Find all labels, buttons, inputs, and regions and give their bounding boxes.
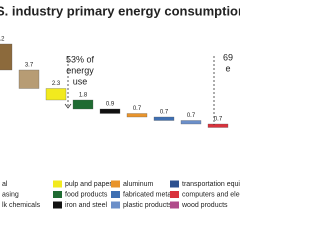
legend-label: aluminum bbox=[123, 181, 154, 188]
bar bbox=[153, 116, 175, 121]
legend-swatch bbox=[111, 180, 120, 188]
chart-title: S. industry primary energy consumption b… bbox=[0, 3, 240, 18]
legend-label: asing bbox=[2, 191, 19, 198]
legend-label: computers and electr bbox=[182, 191, 240, 198]
legend-swatch bbox=[53, 201, 62, 209]
annotation: use bbox=[73, 76, 88, 86]
value-label: 0.9 bbox=[106, 102, 115, 108]
value-label: 0.7 bbox=[133, 106, 142, 112]
legend-label: plastic products bbox=[123, 202, 172, 209]
bar bbox=[99, 108, 121, 114]
legend-label: food products bbox=[65, 191, 108, 198]
legend-label: pulp and paper bbox=[65, 181, 112, 188]
legend-label: iron and steel bbox=[65, 202, 107, 209]
bar bbox=[126, 113, 148, 118]
arrow-head bbox=[64, 103, 72, 109]
legend-swatch bbox=[170, 180, 179, 188]
value-label: 0.7 bbox=[187, 113, 196, 119]
bar bbox=[207, 123, 229, 128]
value-label: 1.8 bbox=[79, 93, 88, 99]
bar bbox=[180, 120, 202, 125]
legend-swatch bbox=[111, 201, 120, 209]
bar bbox=[18, 69, 40, 89]
annotation: 69 bbox=[223, 52, 233, 62]
legend-label: fabricated metals bbox=[123, 191, 177, 198]
value-label: 2.3 bbox=[52, 81, 61, 87]
annotation: 53% of bbox=[66, 54, 95, 64]
value-label: 0.7 bbox=[160, 110, 169, 116]
legend-swatch bbox=[111, 191, 120, 198]
bar bbox=[0, 43, 13, 71]
legend-label: wood products bbox=[181, 202, 228, 209]
value-label: 0.7 bbox=[214, 117, 223, 123]
legend-swatch bbox=[53, 191, 62, 198]
chart: S. industry primary energy consumption b… bbox=[0, 3, 240, 209]
legend-swatch bbox=[53, 180, 62, 188]
bar bbox=[72, 99, 94, 110]
legend-swatch bbox=[170, 201, 179, 209]
value-label: 3.7 bbox=[25, 63, 34, 69]
bar bbox=[45, 88, 67, 101]
legend-label: al bbox=[2, 181, 8, 188]
annotation: energy bbox=[66, 65, 94, 75]
legend-swatch bbox=[170, 191, 179, 198]
legend-label: lk chemicals bbox=[2, 202, 41, 209]
legend-label: transportation equip bbox=[182, 181, 240, 188]
annotation: e bbox=[225, 63, 230, 73]
value-label: .2 bbox=[0, 37, 5, 43]
